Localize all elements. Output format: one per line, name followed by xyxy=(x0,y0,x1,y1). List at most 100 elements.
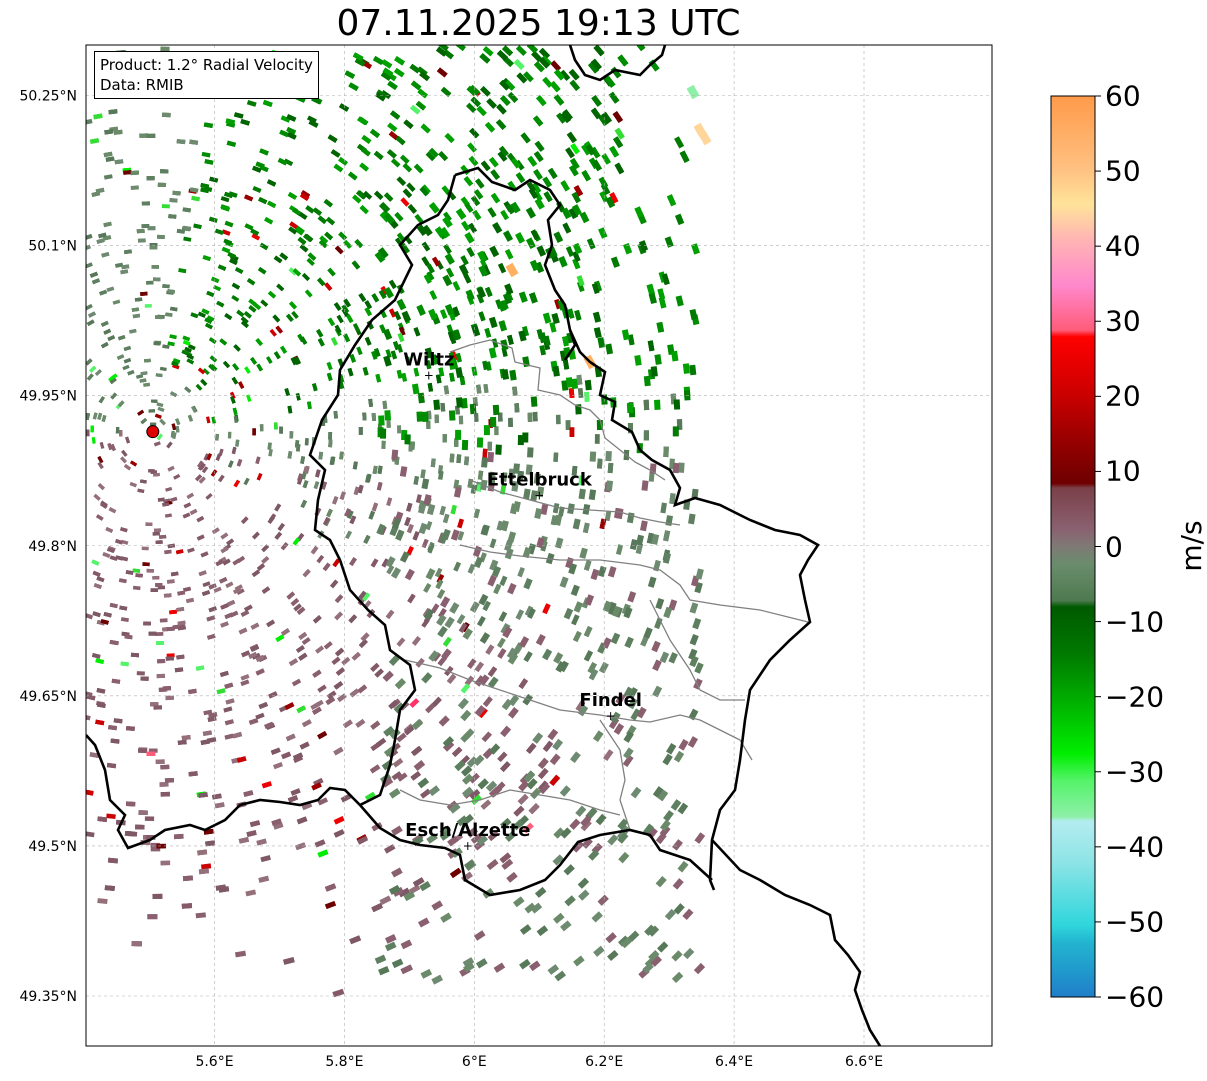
echo-cell xyxy=(422,224,433,237)
echo-cell xyxy=(493,583,502,595)
echo-cell xyxy=(455,405,460,415)
echo-cell xyxy=(90,425,94,433)
echo-cell xyxy=(549,753,561,766)
echo-cell xyxy=(612,111,623,123)
echo-cell xyxy=(570,584,580,597)
echo-cell xyxy=(440,309,448,319)
echo-cell xyxy=(319,235,329,244)
echo-cell xyxy=(496,49,508,61)
city-wiltz[interactable]: +Wiltz xyxy=(403,350,454,383)
echo-cell xyxy=(512,500,521,513)
echo-cell xyxy=(403,891,416,902)
echo-cell xyxy=(398,887,410,898)
echo-cell xyxy=(442,434,447,443)
echo-cell xyxy=(438,470,444,480)
echo-cell xyxy=(226,140,237,147)
echo-cell xyxy=(352,323,360,332)
echo-cell xyxy=(496,637,506,649)
echo-cell xyxy=(312,669,322,678)
echo-cell xyxy=(672,878,684,890)
echo-cell xyxy=(287,451,293,459)
echo-cell xyxy=(107,857,118,864)
echo-cell xyxy=(186,492,194,499)
echo-cell xyxy=(245,889,257,897)
lat-tick-label: 49.5°N xyxy=(28,839,77,855)
echo-cell xyxy=(421,256,430,266)
echo-cell xyxy=(204,317,213,324)
echo-cell xyxy=(691,488,699,500)
echo-cell xyxy=(655,598,665,610)
echo-cell xyxy=(480,86,491,97)
echo-cell xyxy=(498,611,508,622)
echo-cell xyxy=(213,586,222,593)
echo-cell xyxy=(654,354,662,365)
echo-cell xyxy=(127,369,135,376)
city-esch-alzette[interactable]: +Esch/Alzette xyxy=(405,820,530,853)
echo-cell xyxy=(251,652,261,660)
echo-cell xyxy=(447,835,459,847)
echo-cell xyxy=(559,576,569,588)
echo-cell xyxy=(295,226,305,235)
echo-cell xyxy=(512,819,524,831)
echo-cell xyxy=(627,697,638,710)
echo-cell xyxy=(485,780,498,792)
echo-cell xyxy=(286,313,294,322)
echo-cell xyxy=(246,830,257,837)
echo-cell xyxy=(481,457,488,468)
echo-cell xyxy=(157,234,165,239)
echo-cell xyxy=(505,262,519,278)
echo-cell xyxy=(109,639,118,646)
echo-cell xyxy=(437,625,448,638)
echo-cell xyxy=(513,59,525,70)
echo-cell xyxy=(643,375,651,387)
echo-cell xyxy=(504,283,514,295)
echo-cell xyxy=(466,826,479,838)
echo-cell xyxy=(391,958,404,969)
echo-cell xyxy=(316,329,324,338)
echo-cell xyxy=(273,255,283,264)
echo-cell xyxy=(536,486,545,498)
echo-cell xyxy=(549,774,561,786)
echo-cell xyxy=(296,606,306,615)
echo-cell xyxy=(181,903,193,909)
echo-cell xyxy=(562,109,573,121)
echo-cell xyxy=(436,614,447,627)
echo-cell xyxy=(538,47,550,60)
echo-cell xyxy=(453,561,461,572)
echo-cell xyxy=(175,549,184,555)
colorbar-tick-label: 10 xyxy=(1105,454,1141,488)
echo-cell xyxy=(586,807,598,819)
city-label: Findel xyxy=(579,690,642,711)
echo-cell xyxy=(455,208,467,220)
echo-cell xyxy=(502,230,514,242)
echo-cell xyxy=(460,709,472,722)
echo-cell xyxy=(504,547,514,560)
echo-cell xyxy=(481,731,492,743)
city-ettelbruck[interactable]: +Ettelbruck xyxy=(487,470,593,503)
echo-cell xyxy=(384,192,394,202)
radar-site-marker[interactable] xyxy=(146,425,160,439)
echo-cell xyxy=(476,384,482,394)
echo-cell xyxy=(571,191,581,204)
echo-cell xyxy=(218,448,224,456)
echo-cell xyxy=(483,383,489,394)
echo-cell xyxy=(97,898,108,905)
echo-cell xyxy=(177,590,186,596)
echo-cell xyxy=(617,54,629,67)
echo-cell xyxy=(290,598,300,607)
echo-cell xyxy=(689,655,699,668)
echo-cell xyxy=(489,245,500,258)
echo-cell xyxy=(593,327,602,339)
echo-cell xyxy=(467,658,477,669)
city-findel[interactable]: +Findel xyxy=(579,690,642,723)
echo-cell xyxy=(92,412,98,420)
echo-cell xyxy=(266,619,275,628)
echo-cell xyxy=(99,289,108,296)
echo-cell xyxy=(465,289,475,301)
echo-cell xyxy=(385,609,395,620)
echo-cell xyxy=(381,558,390,568)
echo-cell xyxy=(304,437,309,446)
echo-cell xyxy=(537,780,549,792)
echo-cell xyxy=(318,239,328,249)
echo-cell xyxy=(654,399,661,410)
